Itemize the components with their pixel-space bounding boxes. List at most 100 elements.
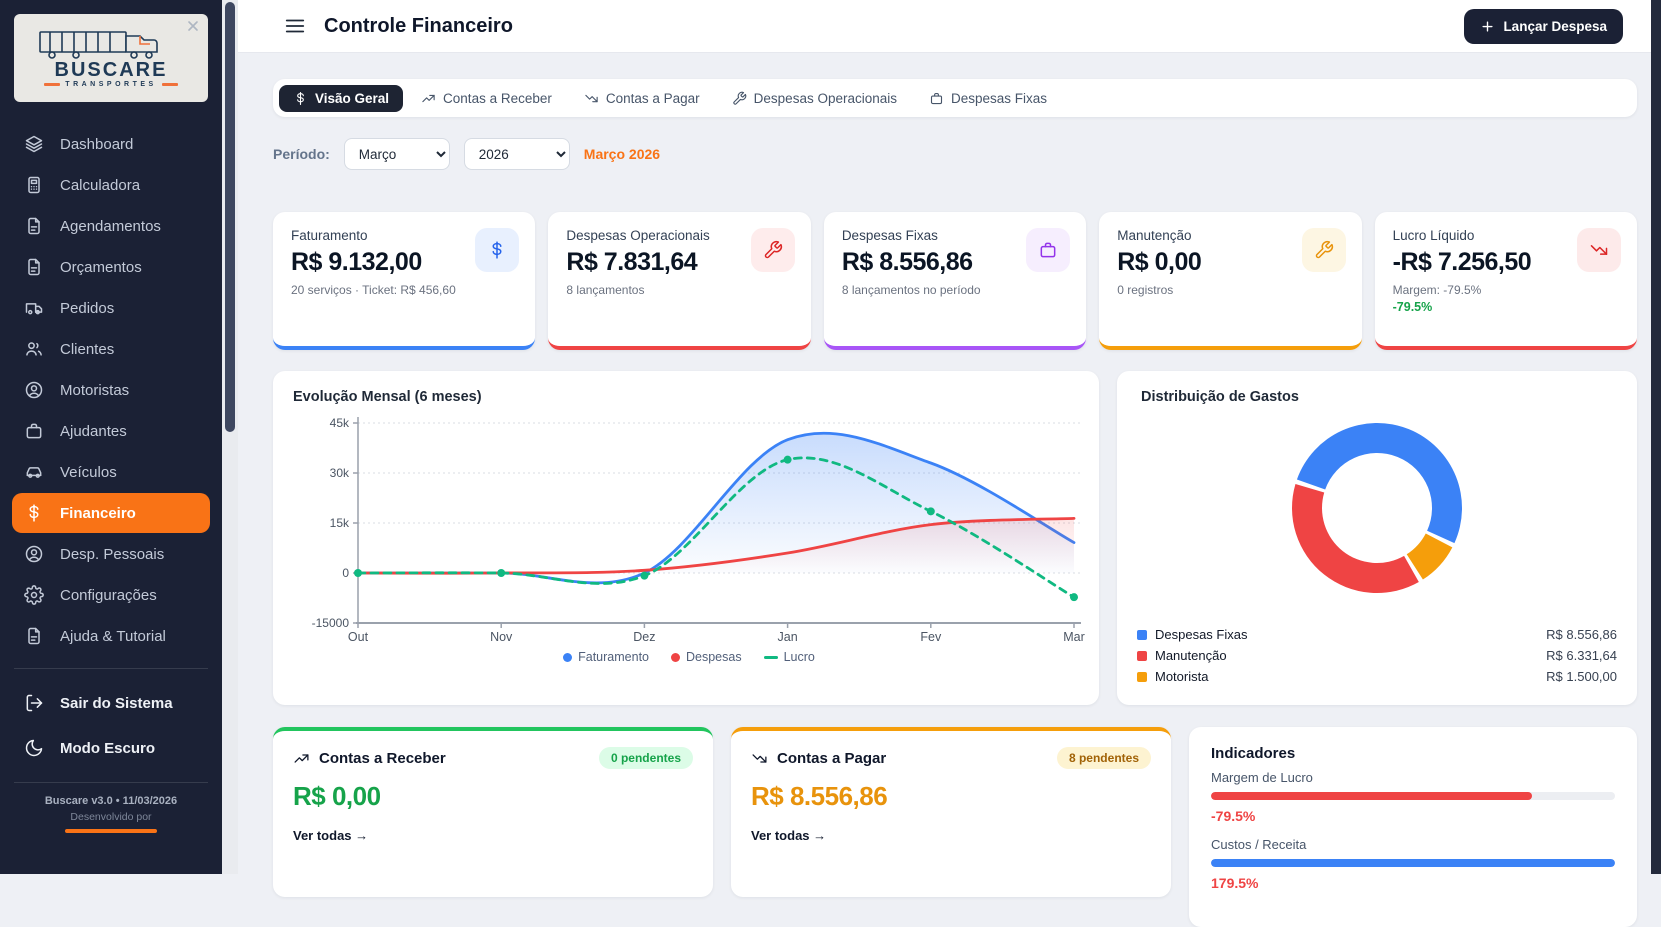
logo-subtitle: TRANSPORTES <box>65 81 157 88</box>
truck-logo-image <box>39 31 158 59</box>
tab-label: Contas a Receber <box>443 90 552 106</box>
finance-tabbar: Visão Geral Contas a Receber Contas a Paga… <box>273 79 1637 117</box>
sidebar-item-motoristas[interactable]: Motoristas <box>12 370 210 410</box>
trend-down-icon <box>752 753 767 763</box>
indicator-value: 179.5% <box>1211 875 1259 891</box>
period-display: Março 2026 <box>583 146 661 162</box>
legend-swatch <box>763 655 778 659</box>
sidebar-item-desp-pessoais[interactable]: Desp. Pessoais <box>12 534 210 574</box>
legend-swatch <box>1137 671 1147 682</box>
view-all-link[interactable]: Ver todas → <box>293 828 369 843</box>
donut-legend-row-manutencao: Manutenção R$ 6.331,64 <box>1137 645 1617 666</box>
legend-item-faturamento: Faturamento <box>563 650 649 664</box>
hamburger-icon <box>285 19 305 33</box>
users-icon <box>26 342 42 356</box>
dollar-icon <box>29 504 39 522</box>
sidebar-item-veiculos[interactable]: Veículos <box>12 452 210 492</box>
tab-label: Despesas Fixas <box>951 90 1048 106</box>
sidebar-item-clientes[interactable]: Clientes <box>12 329 210 369</box>
trend-up-icon <box>294 753 309 763</box>
page-scrollbar[interactable] <box>1651 0 1661 874</box>
layers-icon <box>25 135 43 153</box>
svg-text:Out: Out <box>348 630 369 643</box>
stat-icon-badge <box>1026 228 1071 272</box>
indicator-bar-track <box>1211 792 1615 800</box>
donut-chart <box>1137 413 1617 603</box>
year-select[interactable]: 2026 <box>463 138 570 170</box>
stat-icon-badge <box>750 228 795 272</box>
briefcase-icon <box>26 423 42 439</box>
sidebar-item-orcamentos[interactable]: Orçamentos <box>12 247 210 287</box>
legend-label: Faturamento <box>578 650 649 664</box>
stat-card-lucro-liquido: Lucro Líquido -R$ 7.256,50 Margem: -79.5% -… <box>1374 212 1638 350</box>
calculator-icon <box>28 176 40 194</box>
developed-by-label: Desenvolvido por <box>70 811 152 823</box>
sidebar-item-agendamentos[interactable]: Agendamentos <box>12 206 210 246</box>
svg-text:Fev: Fev <box>920 630 942 643</box>
sidebar-item-sair-do-sistema[interactable]: Sair do Sistema <box>12 681 210 725</box>
van-icon <box>25 303 43 315</box>
sidebar-item-calculadora[interactable]: Calculadora <box>12 165 210 205</box>
logo-dash-right <box>161 83 178 86</box>
trend-down-icon <box>1590 245 1608 255</box>
legend-swatch <box>1137 629 1147 640</box>
tab-contas-a-receber[interactable]: Contas a Receber <box>407 85 566 112</box>
svg-text:Dez: Dez <box>633 630 655 643</box>
sidebar-divider <box>14 668 208 669</box>
stat-label: Despesas Operacionais <box>566 228 710 243</box>
view-all-link[interactable]: Ver todas → <box>751 828 827 843</box>
indicators-card: Indicadores Margem de Lucro -79.5% Custos … <box>1189 727 1637 927</box>
donut-chart-legend: Despesas Fixas R$ 8.556,86 Manutenção R$ 6.… <box>1137 624 1617 687</box>
indicator-value: -79.5% <box>1211 808 1256 824</box>
tab-contas-a-pagar[interactable]: Contas a Pagar <box>570 85 714 112</box>
menu-toggle-button[interactable] <box>284 15 306 37</box>
stat-subtext: 8 lançamentos no período <box>841 283 981 297</box>
stat-label: Despesas Fixas <box>841 228 938 243</box>
sidebar-item-modo-escuro[interactable]: Modo Escuro <box>12 726 210 770</box>
file-icon <box>28 258 40 276</box>
period-row: Período: Março 2026 Março 2026 <box>273 138 660 170</box>
sidebar-item-financeiro[interactable]: Financeiro <box>12 493 210 533</box>
tab-label: Contas a Pagar <box>605 90 700 106</box>
account-card-title: Contas a Pagar <box>777 749 887 767</box>
donut-legend-row-motorista: Motorista R$ 1.500,00 <box>1137 666 1617 687</box>
svg-text:15k: 15k <box>330 516 350 530</box>
sidebar-scrollbar[interactable] <box>222 0 238 874</box>
svg-text:0: 0 <box>342 566 349 580</box>
sidebar-item-ajudantes[interactable]: Ajudantes <box>12 411 210 451</box>
sidebar-item-configuracoes[interactable]: Configurações <box>12 575 210 615</box>
stat-value: R$ 0,00 <box>1117 248 1202 276</box>
tab-visao-geral[interactable]: Visão Geral <box>279 84 404 112</box>
account-card-value: R$ 8.556,86 <box>751 781 888 811</box>
stat-subtext-2: -79.5% <box>1392 300 1433 314</box>
month-select[interactable]: Março <box>343 138 450 170</box>
legend-label: Despesas <box>686 650 742 664</box>
indicator-custos-receita: Custos / Receita 179.5% <box>1211 837 1615 891</box>
wrench-icon <box>1315 240 1333 259</box>
sidebar-item-label: Modo Escuro <box>60 739 156 757</box>
stat-subtext: 8 lançamentos <box>566 283 645 297</box>
page-title: Controle Financeiro <box>324 14 513 37</box>
sidebar-item-label: Ajuda & Tutorial <box>60 627 166 645</box>
trend-down-icon <box>585 94 598 102</box>
account-card-contas-a-pagar: Contas a Pagar 8 pendentes R$ 8.556,86 Ver … <box>731 727 1171 897</box>
sidebar-item-dashboard[interactable]: Dashboard <box>12 124 210 164</box>
pending-badge: 0 pendentes <box>598 747 693 769</box>
sidebar-item-label: Motoristas <box>60 381 130 399</box>
wrench-icon <box>764 240 782 259</box>
close-sidebar-button[interactable] <box>182 16 204 38</box>
indicator-bar-track <box>1211 859 1615 867</box>
stat-label: Lucro Líquido <box>1392 228 1475 243</box>
sidebar-item-pedidos[interactable]: Pedidos <box>12 288 210 328</box>
logo-wordmark: BUSCARE <box>54 59 168 81</box>
sidebar-item-label: Calculadora <box>60 176 141 194</box>
add-expense-button[interactable]: Lançar Despesa <box>1464 8 1623 44</box>
line-chart-legend: Faturamento Despesas Lucro <box>289 650 1089 664</box>
legend-swatch <box>563 652 573 662</box>
sidebar-scrollbar-thumb[interactable] <box>225 2 235 432</box>
tab-despesas-fixas[interactable]: Despesas Fixas <box>915 85 1061 112</box>
tab-despesas-operacionais[interactable]: Despesas Operacionais <box>718 85 911 112</box>
sidebar-item-ajuda-tutorial[interactable]: Ajuda & Tutorial <box>12 616 210 656</box>
legend-item-despesas: Despesas <box>671 650 742 664</box>
